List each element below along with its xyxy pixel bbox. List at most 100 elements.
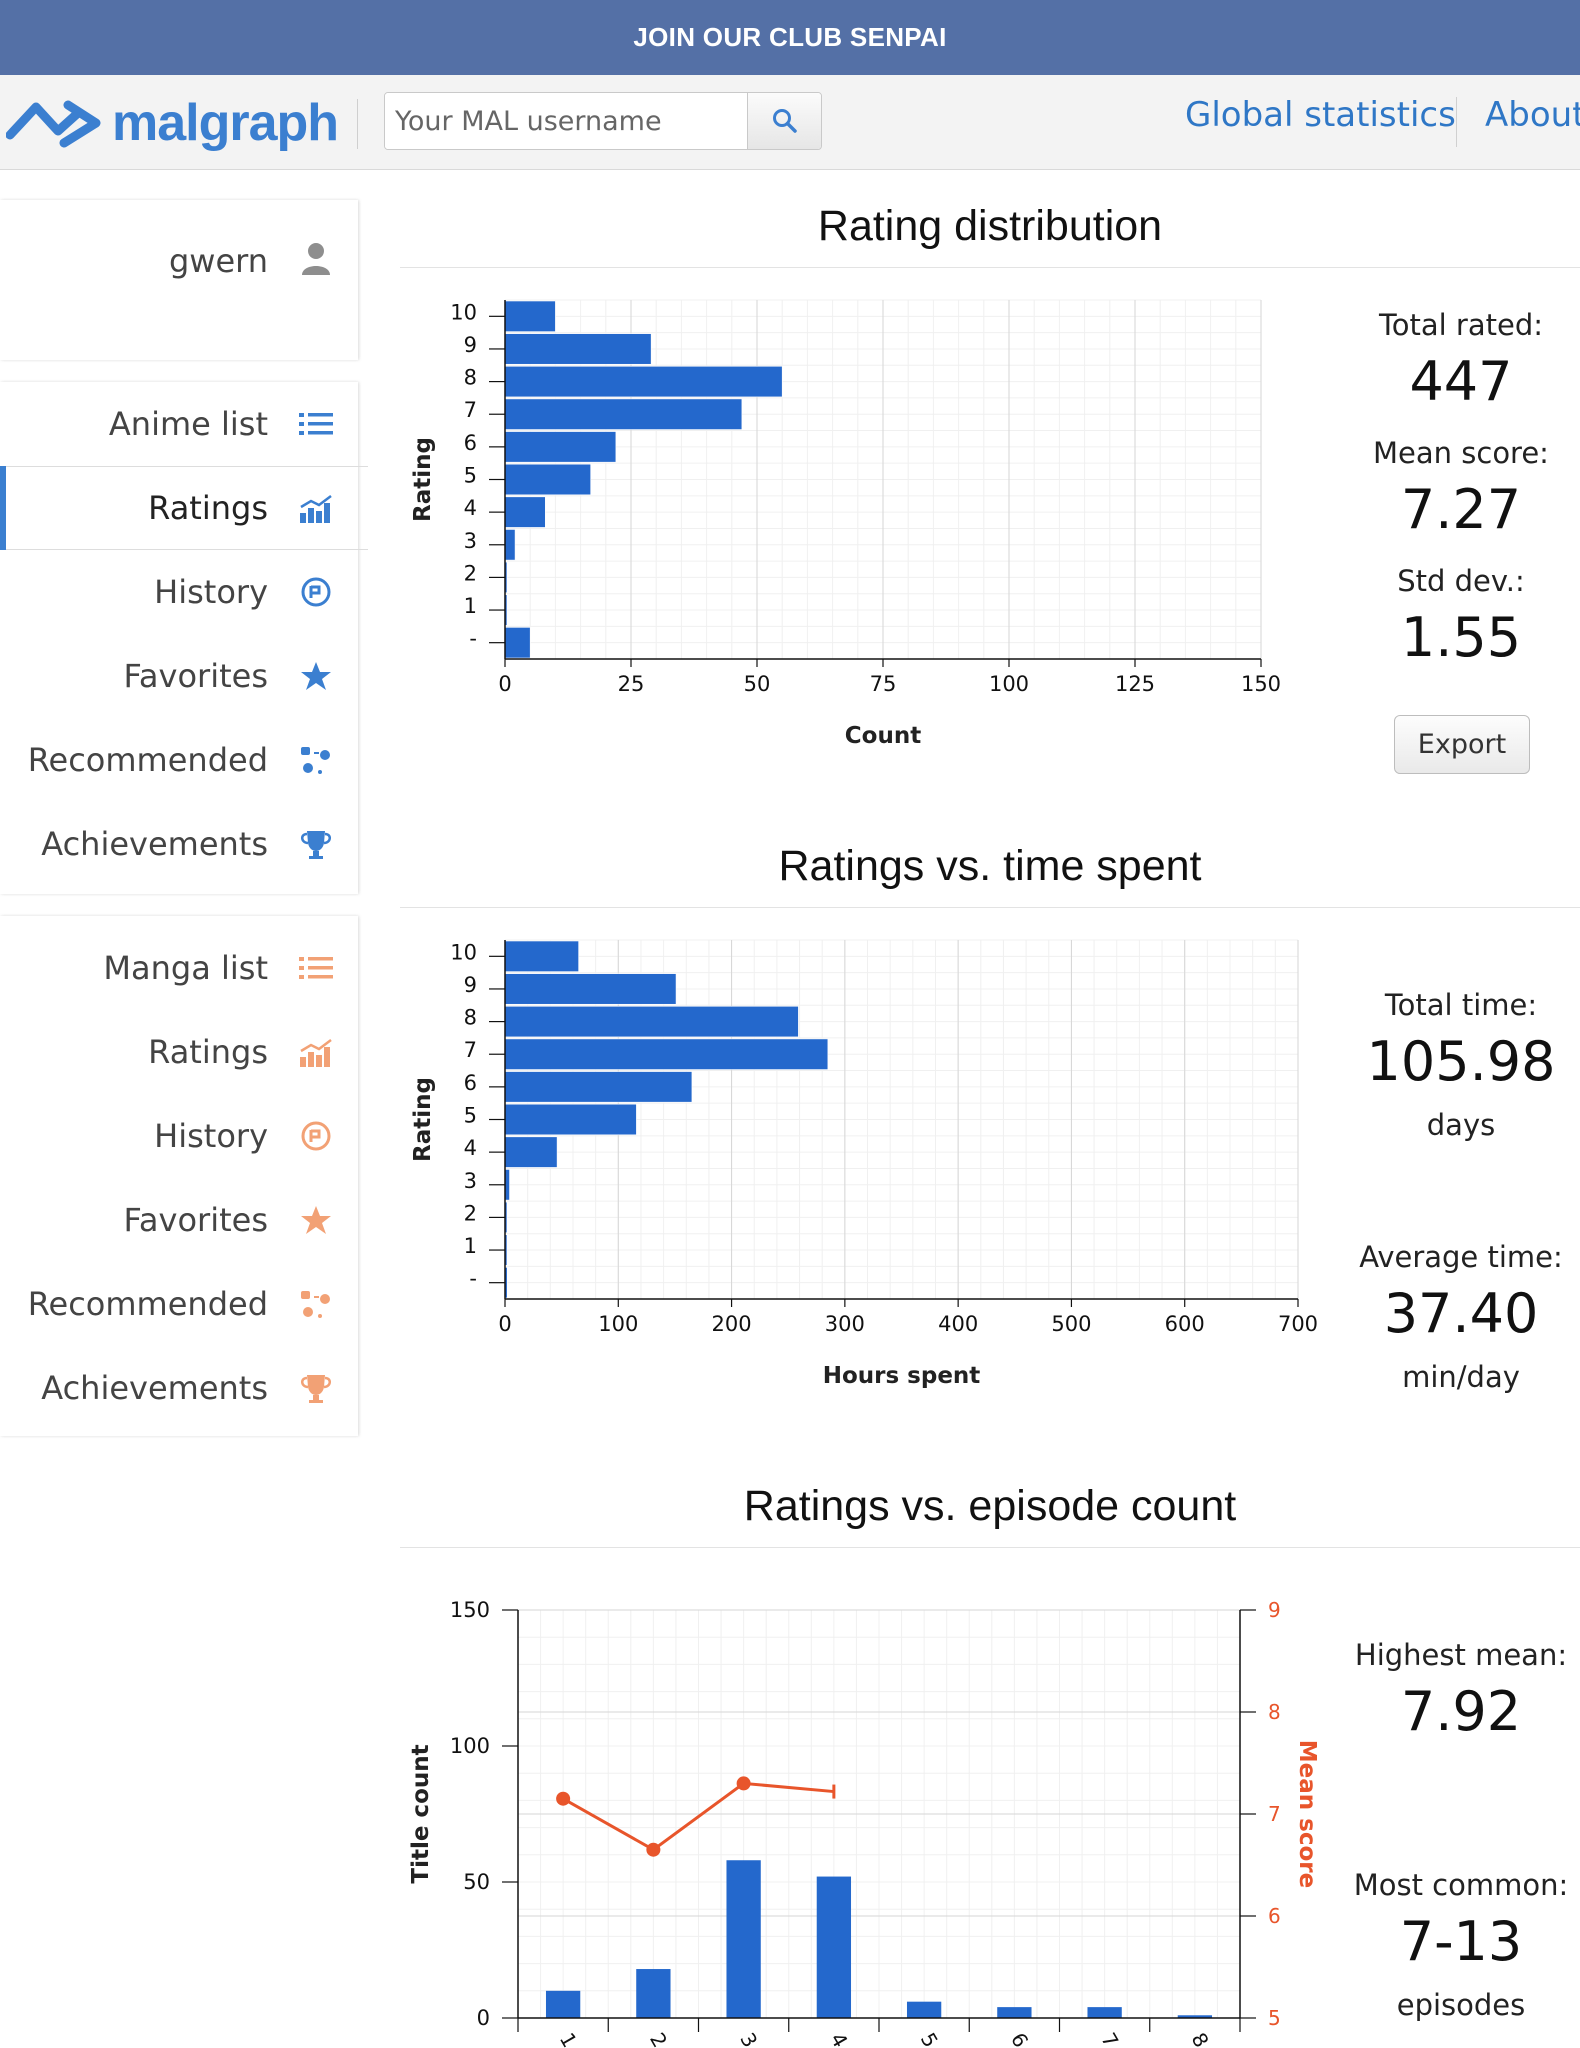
mean-score-label: Mean score: [1373, 436, 1549, 470]
bar-9 [504, 333, 652, 365]
y2-tick-label: 7 [1268, 1802, 1281, 1826]
sidebar-manga-favorites[interactable]: Favorites [0, 1178, 358, 1262]
y-tick-label: 8 [464, 1006, 477, 1030]
banner-text[interactable]: JOIN OUR CLUB SENPAI [633, 22, 947, 52]
sidebar-item-label[interactable]: Ratings [148, 1033, 268, 1071]
sidebar-item-label[interactable]: Achievements [41, 1369, 268, 1407]
divider [400, 1547, 1580, 1548]
bar-1 [545, 1990, 581, 2018]
logo-icon [6, 100, 101, 148]
username-label[interactable]: gwern [168, 242, 268, 280]
bar-5 [504, 1103, 637, 1136]
sidebar-manga-manga-list[interactable]: Manga list [0, 926, 358, 1010]
mean-score-line [562, 1781, 835, 1852]
bar-8 [504, 365, 783, 398]
x-tick-label: 300 [825, 1312, 865, 1336]
username-input[interactable] [385, 93, 747, 149]
x-tick-label: 50 [744, 672, 771, 696]
y-tick-label: 9 [464, 973, 477, 997]
average-time-value: 37.40 [1383, 1282, 1539, 1345]
sidebar-item-label[interactable]: Ratings [148, 489, 268, 527]
sidebar-anime-recommended[interactable]: Recommended [0, 718, 358, 802]
bar-10 [504, 300, 556, 332]
sidebar-manga-ratings[interactable]: Ratings [0, 1010, 358, 1094]
sidebar-item-label[interactable]: Recommended [27, 1285, 268, 1323]
export-button[interactable]: Export [1394, 715, 1530, 774]
x-tick-label: 100 [598, 1312, 638, 1336]
bar-9 [504, 973, 677, 1005]
y-tick-label: 6 [464, 1071, 477, 1095]
sidebar-user[interactable]: gwern [0, 200, 358, 316]
sidebar-manga-recommended[interactable]: Recommended [0, 1262, 358, 1346]
sidebar-manga-history[interactable]: History [0, 1094, 358, 1178]
y-tick-label: - [469, 627, 477, 651]
std-dev-label: Std dev.: [1397, 564, 1525, 598]
y-tick-label: 5 [464, 1104, 477, 1128]
sidebar-item-label[interactable]: Recommended [27, 741, 268, 779]
sidebar-item-label[interactable]: Favorites [123, 657, 268, 695]
total-time-label: Total time: [1384, 988, 1538, 1022]
sidebar-anime-favorites[interactable]: Favorites [0, 634, 358, 718]
time-spent-chart[interactable]: 10 9 8 7 6 5 4 3 2 1 -0 100 200 300 400 500 600 700 Hours … [400, 930, 1340, 1410]
std-dev-value: 1.55 [1400, 606, 1522, 669]
most-common-label: Most common: [1353, 1868, 1569, 1902]
y-tick-label: 150 [450, 1598, 490, 1622]
x-tick-label: 2 [645, 2029, 672, 2048]
recommended-icon [296, 1284, 336, 1324]
sidebar-item-label[interactable]: Anime list [108, 405, 268, 443]
search-button[interactable] [747, 93, 821, 149]
list-icon [296, 948, 336, 988]
y-tick-label: 3 [464, 1169, 477, 1193]
sidebar-anime-anime-list[interactable]: Anime list [0, 382, 358, 466]
sidebar-item-label[interactable]: History [154, 573, 268, 611]
bar-3 [726, 1860, 761, 2018]
y-tick-label: 50 [463, 1870, 490, 1894]
x-tick-label: 0 [498, 672, 511, 696]
y-tick-label: 5 [464, 464, 477, 488]
sidebar-item-label[interactable]: Achievements [41, 825, 268, 863]
history-icon [296, 1116, 336, 1156]
x-tick-label: 700 [1278, 1312, 1318, 1336]
user-icon [296, 238, 336, 278]
sidebar-anime-ratings[interactable]: Ratings [0, 466, 368, 550]
bar-7 [1087, 2007, 1122, 2018]
y-tick-label: 2 [464, 561, 477, 585]
y2-tick-label: 6 [1268, 1904, 1281, 1928]
y-tick-label: 10 [450, 300, 477, 324]
average-time-label: Average time: [1359, 1240, 1563, 1274]
y2-axis-title: Mean score [1294, 1740, 1320, 1888]
bar-chart-icon [296, 1032, 336, 1072]
divider [400, 907, 1580, 908]
y-tick-label: 10 [450, 940, 477, 964]
list-icon [296, 404, 336, 444]
x-tick-label: 500 [1051, 1312, 1091, 1336]
sidebar-anime-achievements[interactable]: Achievements [0, 802, 358, 886]
y2-tick-label: 9 [1268, 1598, 1281, 1622]
sidebar-anime-history[interactable]: History [0, 550, 358, 634]
search-icon [772, 109, 797, 133]
sidebar-item-label[interactable]: Favorites [123, 1201, 268, 1239]
y-tick-label: - [469, 1267, 477, 1291]
divider [357, 99, 358, 149]
bar-6 [504, 1071, 693, 1103]
y-tick-label: 7 [464, 1038, 477, 1062]
average-time-unit: min/day [1402, 1360, 1520, 1394]
x-tick-label: 4 [826, 2029, 853, 2048]
logo[interactable]: malgraph [6, 91, 339, 155]
mean-score-point [556, 1791, 571, 1806]
trophy-icon [296, 824, 336, 864]
top-navbar: malgraph Global statistics About [0, 75, 1580, 170]
rating-distribution-chart[interactable]: 10 9 8 7 6 5 4 3 2 1 -0 25 50 75 100 125 150 Count Rating [400, 290, 1300, 770]
bar-5 [504, 463, 591, 496]
sidebar-manga-achievements[interactable]: Achievements [0, 1346, 358, 1430]
sidebar-item-label[interactable]: History [154, 1117, 268, 1155]
y-tick-label: 100 [450, 1734, 490, 1758]
nav-about[interactable]: About [1485, 95, 1580, 135]
nav-global-statistics[interactable]: Global statistics [1185, 95, 1456, 135]
x-tick-label: 1 [555, 2029, 582, 2048]
sidebar-item-label[interactable]: Manga list [103, 949, 268, 987]
bar-8 [504, 1005, 799, 1038]
mean-score-value: 7.27 [1400, 478, 1522, 541]
club-banner[interactable]: JOIN OUR CLUB SENPAI [0, 0, 1580, 75]
episode-count-chart[interactable]: 0 50 100 150 5 6 7 8 9 1 2 3 4 5 6 7 8 Title count Mean sc… [400, 1570, 1340, 2048]
